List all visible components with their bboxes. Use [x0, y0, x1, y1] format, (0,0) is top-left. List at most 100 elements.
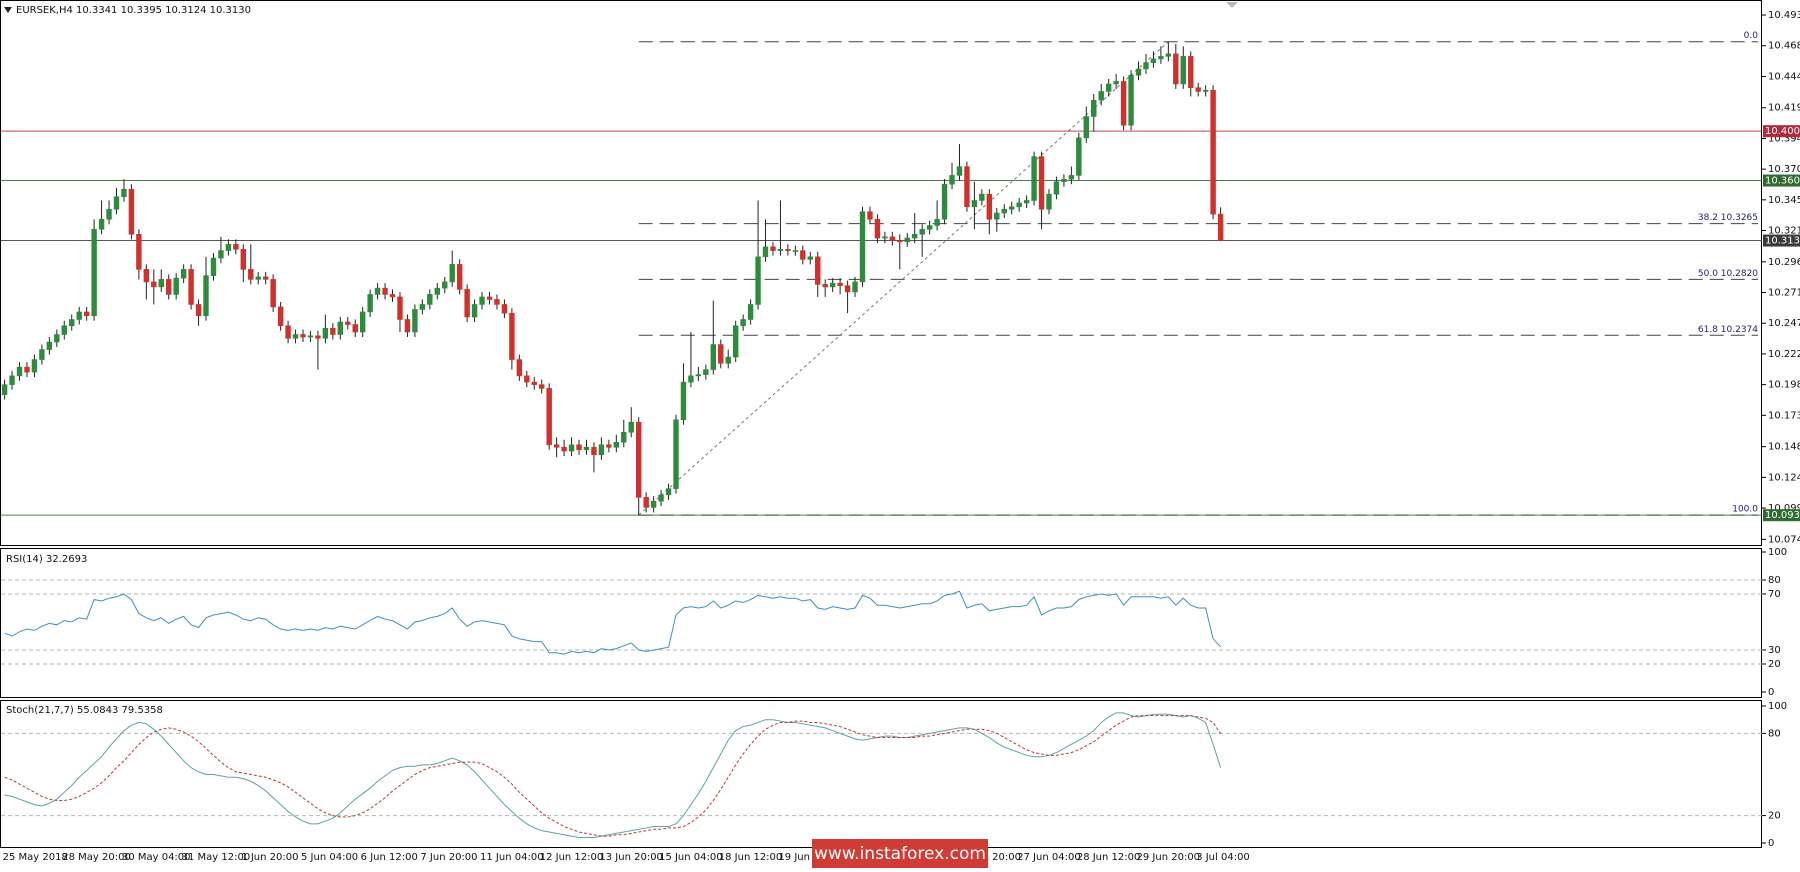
candle-body [546, 388, 552, 446]
candle-body [270, 279, 276, 308]
shift-marker [1226, 2, 1238, 8]
candle-body [762, 246, 769, 258]
candle-body [971, 200, 978, 208]
x-tick-label: 28 May 20:00 [62, 852, 131, 863]
candle-body [1023, 200, 1030, 204]
chart-header: EURSEK,H4 10.3341 10.3395 10.3124 10.313… [16, 5, 251, 16]
candle-body [635, 421, 642, 498]
y-tick-label: 10.3700 [1768, 164, 1800, 175]
candle-body [218, 250, 224, 259]
candle-body [1046, 193, 1052, 210]
candle-body [561, 446, 567, 452]
candle-body [1188, 56, 1194, 89]
candle-body [31, 359, 38, 373]
candle-body [1113, 81, 1119, 85]
candle-body [337, 321, 343, 335]
candle-body [76, 311, 82, 320]
candle-body [121, 188, 127, 198]
level-label: 10.3130 [1765, 236, 1800, 247]
candle-body [986, 193, 993, 220]
candle-body [1150, 58, 1157, 63]
rsi-frame [0, 548, 1762, 698]
candle-body [330, 327, 336, 335]
x-tick-label: 29 Jun 20:00 [1137, 852, 1201, 863]
fibo-label: 50.0 10.2820 [1698, 269, 1758, 279]
candle-body [494, 299, 500, 305]
candle-body [1210, 89, 1216, 215]
candle-body [658, 494, 664, 502]
candle-body [792, 250, 799, 252]
candle-body [1, 384, 8, 395]
y-tick-label: 10.1240 [1768, 472, 1800, 483]
candle-body [486, 296, 493, 300]
y-tick-label: 10.2960 [1768, 257, 1800, 268]
candle-body [897, 240, 903, 243]
candle-body [874, 218, 881, 239]
candle-body [225, 244, 232, 251]
y-tick-label: 10.2225 [1768, 349, 1800, 360]
x-tick-label: 6 Jun 12:00 [361, 852, 418, 863]
candle-body [867, 211, 873, 220]
header-arrow [4, 7, 12, 13]
candle-body [173, 277, 179, 295]
fibo-trendline [638, 41, 1169, 516]
candle-body [509, 312, 515, 360]
candle-body [591, 446, 597, 456]
candle-body [203, 275, 209, 317]
candle-body [837, 282, 843, 286]
candle-body [151, 281, 157, 288]
candle-body [956, 166, 963, 176]
watermark-box [812, 839, 988, 868]
candle-body [501, 304, 508, 314]
candle-body [1061, 178, 1067, 182]
candle-body [374, 287, 381, 295]
y-tick-label: 10.3210 [1768, 226, 1800, 237]
candle-body [1008, 206, 1015, 210]
indicator-line [4, 712, 1222, 839]
candle-body [524, 375, 530, 383]
y-tick-label: 70 [1768, 589, 1781, 600]
candle-body [322, 327, 329, 339]
candle-body [606, 444, 612, 448]
candle-body [83, 311, 90, 317]
fibo-label: 38.2 10.3265 [1698, 213, 1758, 223]
candle-body [568, 444, 575, 452]
candle-body [106, 208, 112, 220]
watermark: www.instaforex.com [814, 844, 986, 864]
candle-body [800, 250, 806, 260]
candle-body [576, 444, 582, 451]
x-tick-label: 28 Jun 12:00 [1077, 852, 1141, 863]
stoch-title: Stoch(21,7,7) 55.0843 79.5358 [6, 705, 163, 716]
y-tick-label: 0 [1768, 687, 1774, 698]
x-tick-label: 15 Jun 04:00 [659, 852, 723, 863]
candle-body [1120, 81, 1127, 126]
y-tick-label: 10.1980 [1768, 380, 1800, 391]
candle-body [1016, 202, 1022, 208]
x-tick-label: 11 Jun 04:00 [480, 852, 544, 863]
candle-body [61, 325, 67, 335]
level-box [1763, 234, 1800, 247]
candle-body [1098, 91, 1104, 101]
candle-body [979, 193, 985, 201]
candle-body [1173, 53, 1179, 85]
candle-body [1143, 62, 1149, 70]
y-tick-label: 10.1485 [1768, 442, 1800, 453]
candle-body [471, 304, 478, 318]
x-tick-label: 19 Jun 20:00 [778, 852, 842, 863]
level-box [1763, 174, 1800, 187]
fibo-label: 61.8 10.2374 [1698, 325, 1758, 335]
candle-body [98, 218, 105, 230]
candle-body [844, 285, 851, 293]
candle-body [240, 249, 247, 270]
candle-body [859, 211, 866, 283]
candle-body [539, 384, 545, 389]
candle-body [665, 488, 672, 496]
fibo-label: 0.0 [1744, 31, 1759, 41]
x-tick-label: 25 Jun 20:00 [957, 852, 1021, 863]
candle-body [852, 281, 858, 293]
y-tick-label: 10.0995 [1768, 503, 1800, 514]
candle-body [300, 334, 306, 338]
y-tick-label: 10.4685 [1768, 41, 1800, 52]
candle-body [419, 304, 426, 310]
